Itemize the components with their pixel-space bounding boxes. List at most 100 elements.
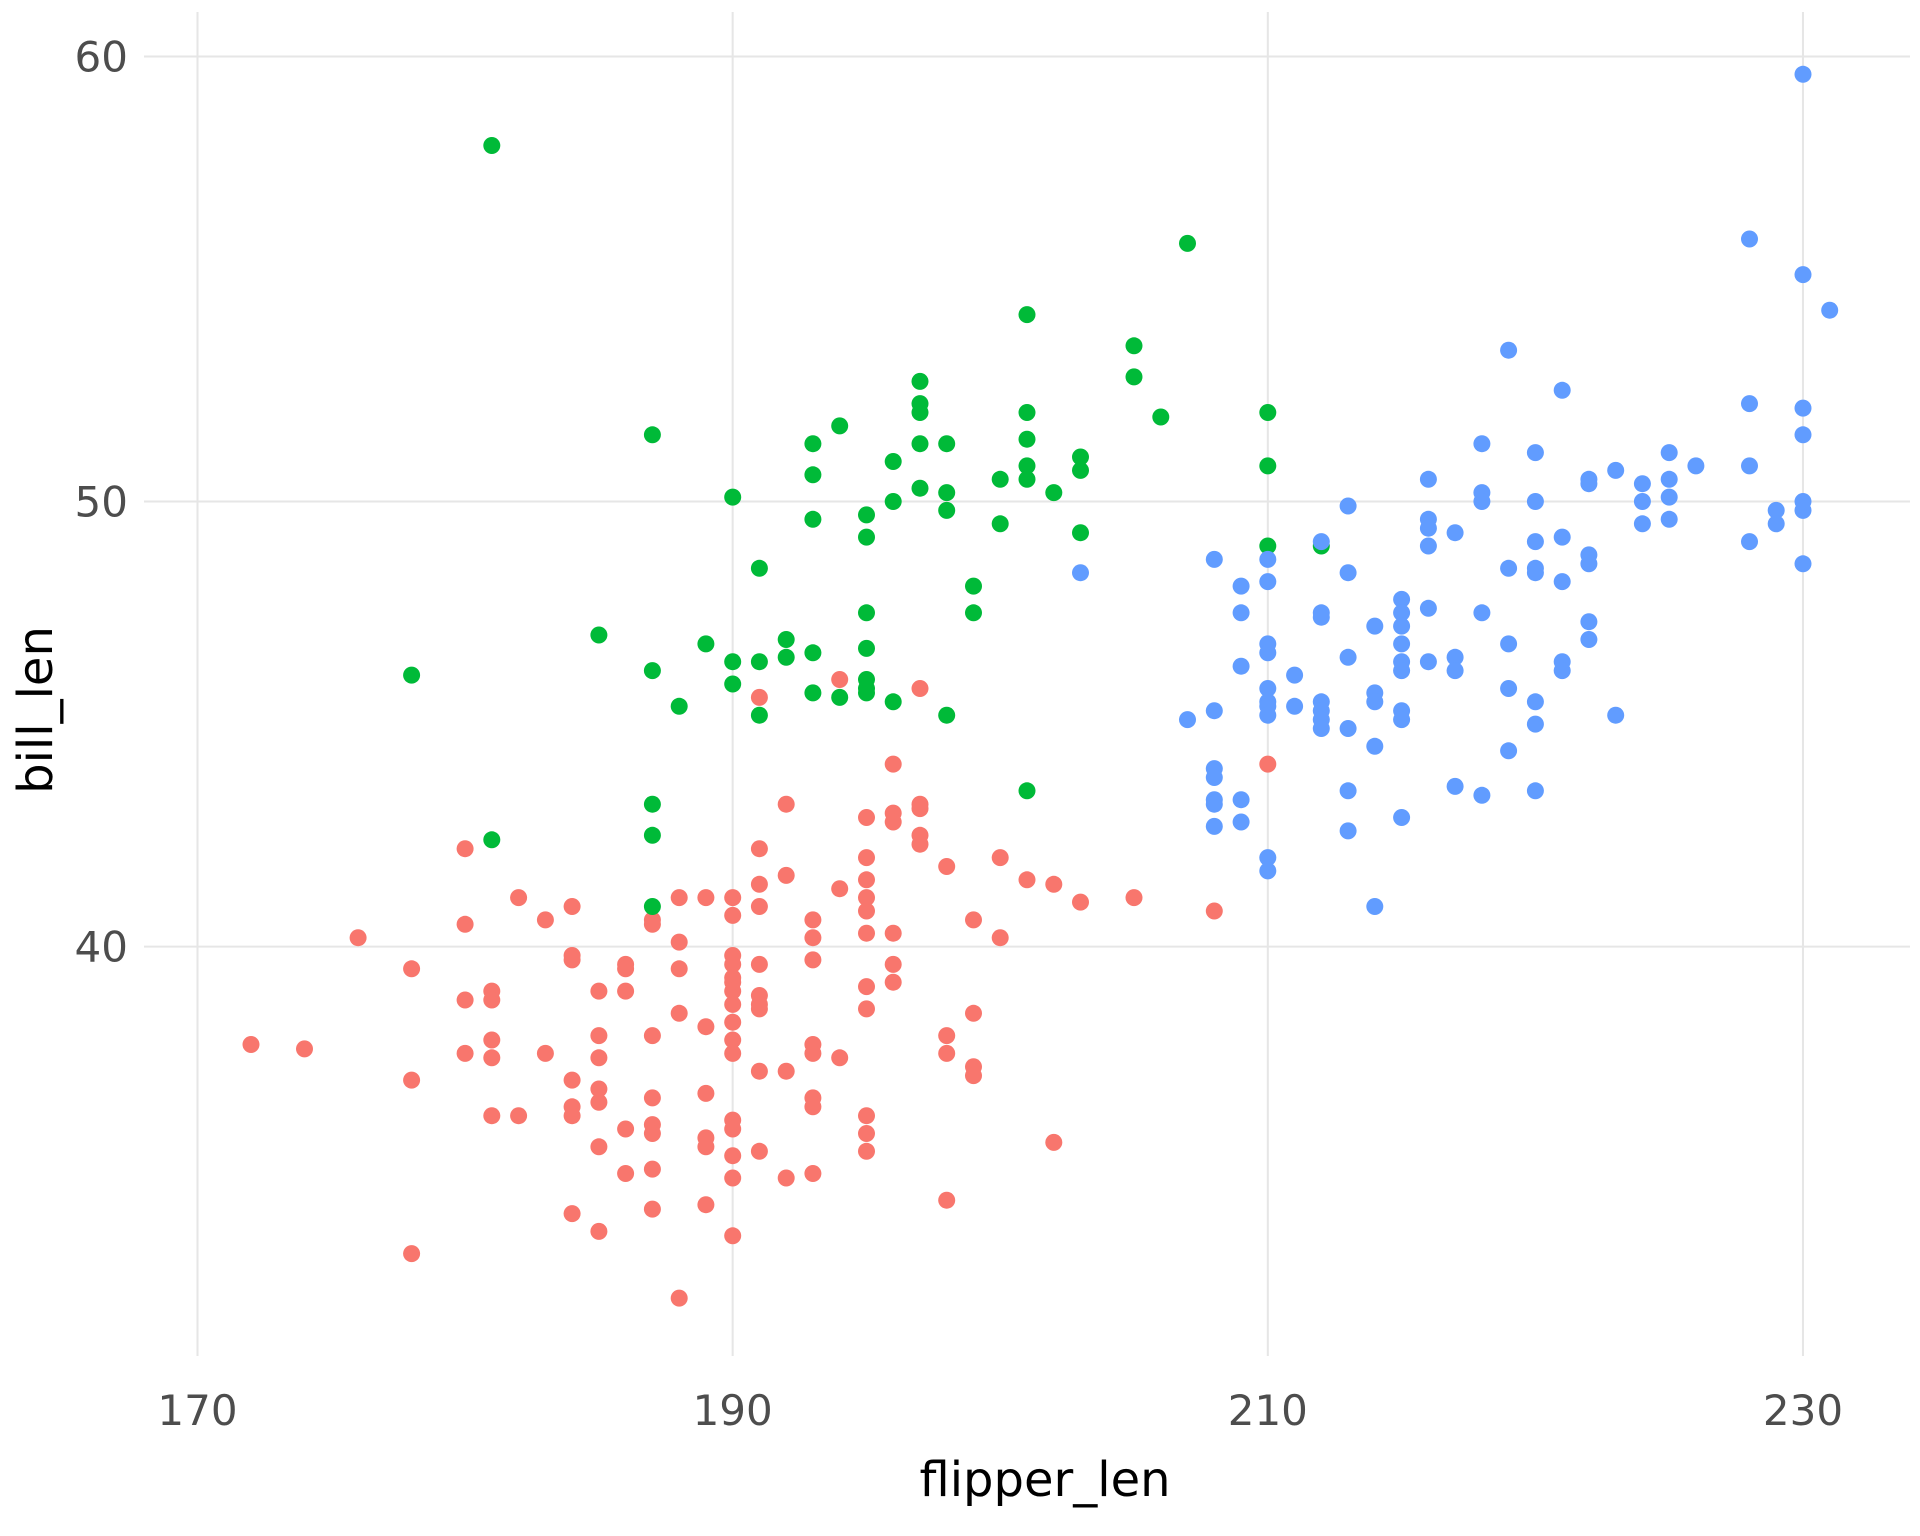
data-point xyxy=(1232,791,1250,809)
data-point xyxy=(1473,604,1491,622)
data-point xyxy=(1312,608,1330,626)
y-tick-label: 50 xyxy=(75,478,128,527)
data-point xyxy=(1446,777,1464,795)
data-point xyxy=(1794,501,1812,519)
y-tick-labels: 40 50 60 xyxy=(75,33,128,972)
data-point xyxy=(938,858,956,875)
data-point xyxy=(1339,564,1357,582)
x-tick-label: 190 xyxy=(693,1386,773,1435)
data-point xyxy=(536,1044,554,1062)
data-point xyxy=(1045,1133,1063,1151)
data-point xyxy=(1152,408,1170,426)
data-point xyxy=(884,924,902,942)
data-point xyxy=(510,1107,528,1125)
data-point xyxy=(670,1004,688,1022)
data-point xyxy=(1232,813,1250,831)
data-point xyxy=(858,978,875,996)
data-point xyxy=(831,417,849,435)
data-point xyxy=(724,982,742,1000)
data-point xyxy=(1660,470,1678,488)
data-point xyxy=(563,1205,581,1223)
data-point xyxy=(536,911,554,929)
data-point xyxy=(1339,497,1357,515)
data-point xyxy=(456,1044,474,1062)
data-point xyxy=(1741,533,1758,551)
data-point xyxy=(643,898,661,915)
data-point xyxy=(1232,604,1250,622)
data-point xyxy=(617,960,635,978)
data-point xyxy=(1393,662,1411,680)
data-point xyxy=(456,840,474,858)
data-point xyxy=(750,840,768,858)
data-point xyxy=(724,1147,742,1165)
data-point xyxy=(750,955,768,973)
data-point xyxy=(1232,657,1250,675)
data-point xyxy=(1500,635,1518,653)
data-point xyxy=(1633,515,1651,533)
data-point xyxy=(1072,461,1089,479)
data-point xyxy=(858,924,875,942)
data-point xyxy=(1393,590,1411,608)
data-point xyxy=(1419,470,1437,488)
data-point xyxy=(858,1000,875,1018)
data-point xyxy=(991,470,1009,488)
data-point xyxy=(750,875,768,893)
data-point xyxy=(777,631,795,648)
data-point xyxy=(1205,795,1223,813)
data-point xyxy=(750,1000,768,1018)
data-point xyxy=(965,911,982,929)
data-point xyxy=(1125,337,1143,355)
data-point xyxy=(1018,871,1036,889)
data-point xyxy=(1473,493,1491,510)
data-point xyxy=(724,653,742,671)
data-point xyxy=(483,1107,501,1125)
data-point xyxy=(884,493,902,510)
x-tick-label: 230 xyxy=(1763,1386,1843,1435)
data-point xyxy=(1419,537,1437,555)
x-tick-labels: 170 190 210 230 xyxy=(157,1386,1843,1435)
data-point xyxy=(1339,822,1357,840)
data-point xyxy=(697,1084,715,1102)
series-group xyxy=(242,671,1277,1307)
data-point xyxy=(1366,898,1384,915)
data-point xyxy=(884,813,902,831)
data-point xyxy=(858,1142,875,1160)
data-point xyxy=(1072,524,1089,542)
data-point xyxy=(1580,631,1598,648)
data-point xyxy=(1205,817,1223,835)
x-tick-label: 170 xyxy=(157,1386,237,1435)
data-point xyxy=(1339,782,1357,800)
data-point xyxy=(1580,613,1598,631)
data-point xyxy=(349,929,367,947)
data-point xyxy=(670,889,688,907)
data-point xyxy=(724,1227,742,1245)
data-point xyxy=(1500,559,1518,577)
data-point xyxy=(1794,555,1812,573)
data-point xyxy=(1045,484,1063,502)
data-point xyxy=(1580,475,1598,493)
data-point xyxy=(1339,648,1357,666)
data-point xyxy=(750,1142,768,1160)
y-tick-label: 60 xyxy=(75,33,128,82)
data-point xyxy=(403,960,421,978)
data-point xyxy=(911,404,929,421)
data-point xyxy=(858,604,875,622)
data-point xyxy=(456,915,474,933)
data-point xyxy=(938,435,956,453)
data-point xyxy=(1393,617,1411,635)
data-point xyxy=(483,831,501,849)
data-point xyxy=(724,906,742,924)
data-point xyxy=(1018,306,1036,324)
x-axis-title: flipper_len xyxy=(919,1452,1170,1508)
data-point xyxy=(1018,782,1036,800)
data-point xyxy=(777,866,795,884)
data-point xyxy=(643,1200,661,1218)
data-point xyxy=(965,1067,982,1085)
data-point xyxy=(563,898,581,915)
data-point xyxy=(643,426,661,444)
data-point xyxy=(777,1062,795,1080)
data-point xyxy=(804,1165,822,1182)
data-point xyxy=(938,501,956,519)
gridlines xyxy=(144,12,1910,1356)
